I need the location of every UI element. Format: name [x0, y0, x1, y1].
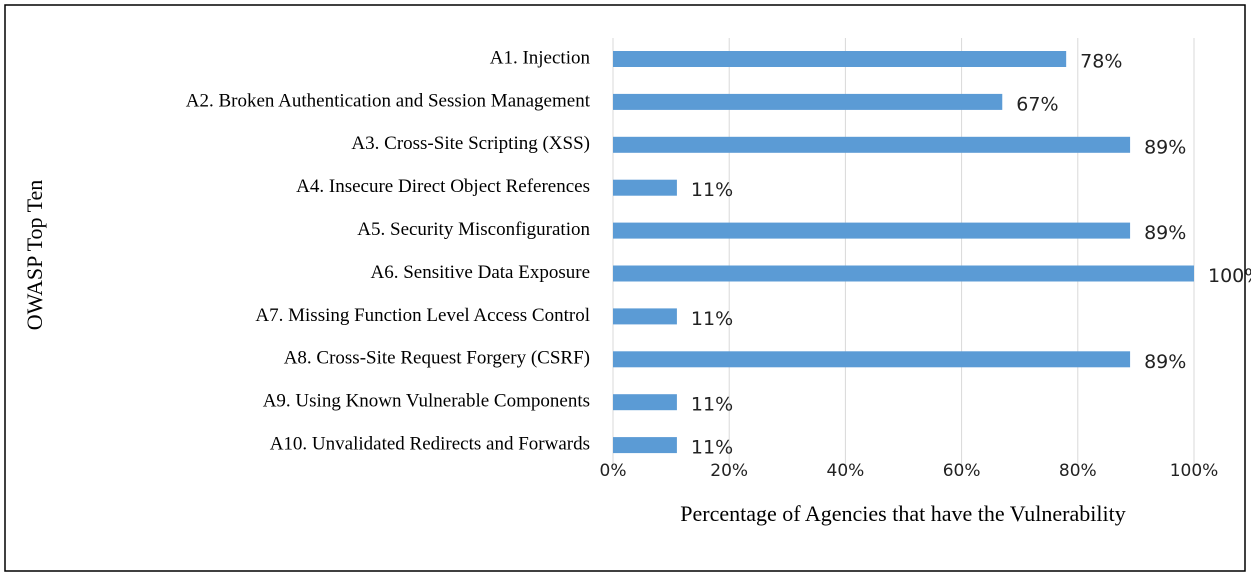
bar	[613, 179, 677, 196]
y-tick-label: A6. Sensitive Data Exposure	[370, 262, 590, 283]
y-tick-label: A8. Cross-Site Request Forgery (CSRF)	[284, 348, 590, 369]
x-tick-label: 20%	[710, 461, 748, 481]
chart-border	[4, 4, 1246, 572]
x-axis-title: Percentage of Agencies that have the Vul…	[680, 501, 1125, 526]
bar	[613, 351, 1131, 368]
y-tick-label: A4. Insecure Direct Object References	[296, 176, 590, 197]
x-tick-label: 80%	[1059, 461, 1097, 481]
y-tick-label: A7. Missing Function Level Access Contro…	[255, 305, 590, 326]
bar	[613, 265, 1194, 282]
data-label: 89%	[1144, 136, 1186, 158]
bar	[613, 51, 1067, 67]
bar	[613, 308, 677, 325]
data-label: 11%	[691, 394, 733, 416]
data-label: 89%	[1144, 222, 1186, 244]
data-label: 11%	[691, 437, 733, 459]
data-label: 11%	[691, 308, 733, 330]
data-label: 100%	[1208, 265, 1251, 287]
y-tick-label: A5. Security Misconfiguration	[357, 219, 590, 240]
bar	[613, 437, 677, 454]
x-tick-label: 0%	[600, 461, 627, 481]
y-tick-label: A10. Unvalidated Redirects and Forwards	[270, 433, 590, 454]
y-tick-label: A9. Using Known Vulnerable Components	[263, 391, 590, 412]
y-tick-label: A1. Injection	[490, 47, 591, 68]
bar	[613, 136, 1131, 153]
y-tick-label: A2. Broken Authentication and Session Ma…	[186, 90, 591, 111]
bar	[613, 394, 677, 411]
x-tick-label: 60%	[943, 461, 981, 481]
x-tick-label: 40%	[827, 461, 865, 481]
data-label: 89%	[1144, 351, 1186, 373]
bar	[613, 93, 1003, 110]
x-tick-label: 100%	[1170, 461, 1219, 481]
y-axis-title: OWASP Top Ten	[22, 180, 47, 331]
data-label: 78%	[1080, 51, 1122, 73]
data-label: 67%	[1016, 93, 1058, 115]
bar	[613, 222, 1131, 239]
data-label: 11%	[691, 179, 733, 201]
y-tick-label: A3. Cross-Site Scripting (XSS)	[351, 133, 590, 154]
